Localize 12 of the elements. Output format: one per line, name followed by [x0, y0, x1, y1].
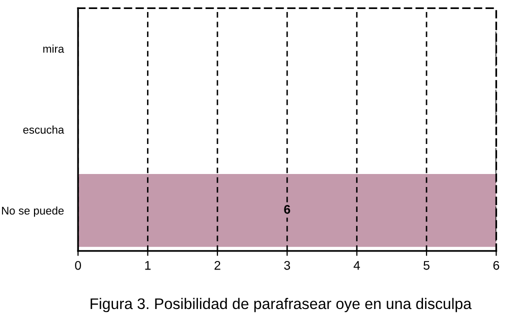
text: Figura 3. Posibilidad de parafrasear oye en una disculpa [90, 298, 472, 312]
x-tick-label: 1 [145, 261, 151, 270]
x-tick-label: 0 [75, 260, 82, 270]
x-tick-label: 5 [424, 261, 430, 270]
y-tick-label: escucha [23, 126, 64, 134]
y-tick-label: mira [43, 44, 64, 53]
x-tick-label: 2 [214, 260, 220, 270]
x-tick-label: 6 [493, 260, 500, 270]
data-label: 6 [284, 204, 290, 214]
x-tick-label: 4 [354, 261, 360, 270]
x-tick-label: 3 [284, 260, 290, 270]
y-tick-label: No se puede [2, 206, 64, 217]
